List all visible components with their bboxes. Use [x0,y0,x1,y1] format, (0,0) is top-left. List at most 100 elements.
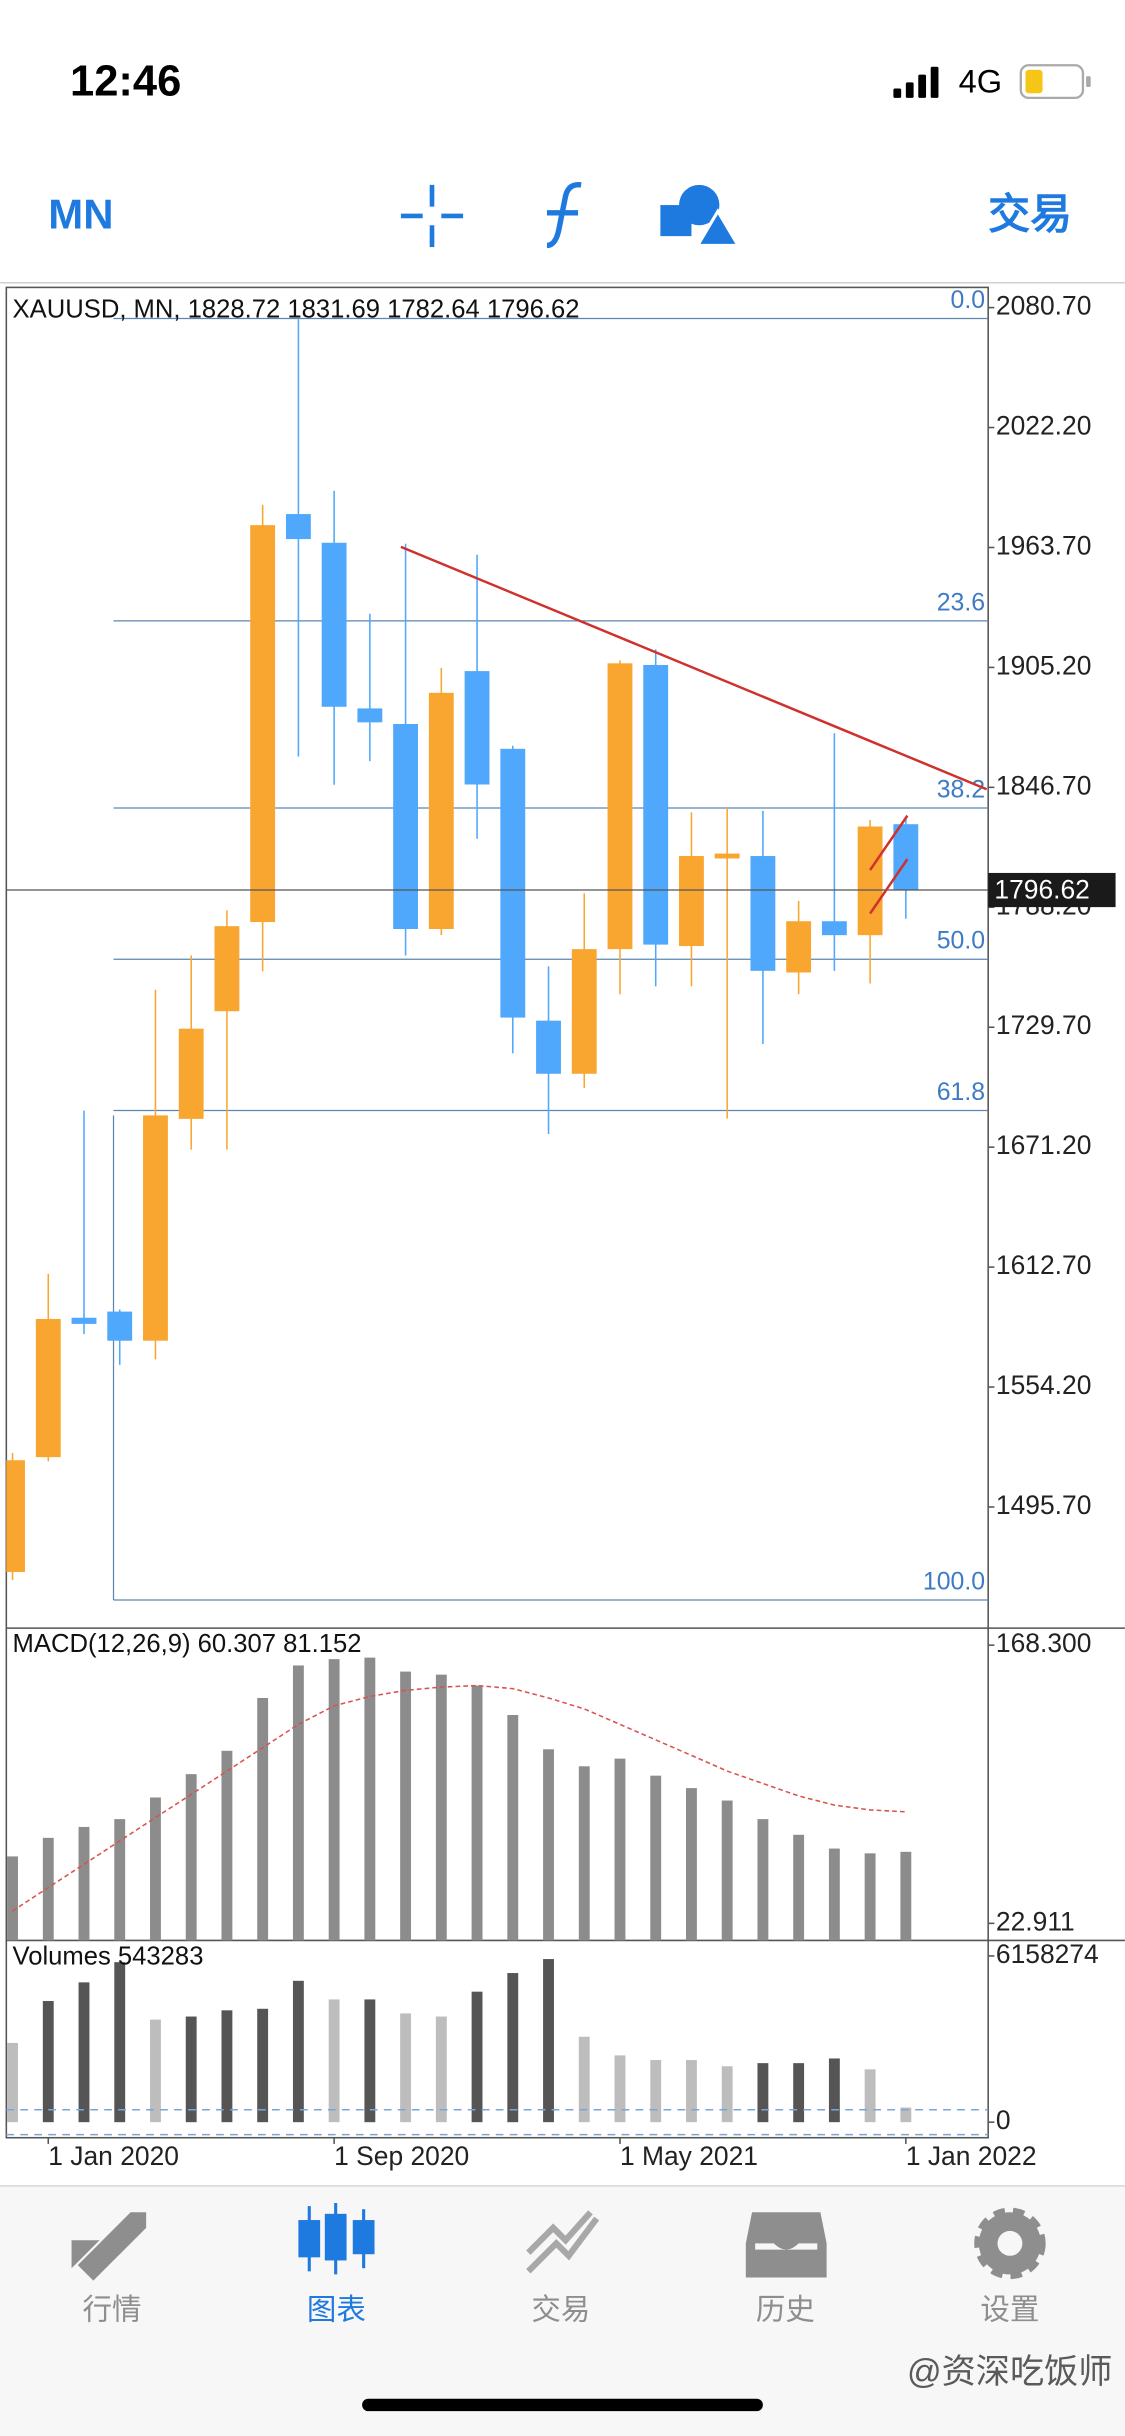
volume-label: Volumes 543283 [13,1942,204,1970]
volume-bar [328,1999,340,2123]
macd-label: MACD(12,26,9) 60.307 81.152 [13,1630,362,1658]
trend-line [869,814,909,871]
history-icon[interactable] [745,2212,827,2278]
candle-body [857,826,883,936]
candle-body [178,1028,204,1119]
indicator-button[interactable] [546,181,582,249]
tab-label[interactable]: 交易 [531,2294,590,2327]
volume-tick-label: 0 [996,2105,1011,2135]
y-tick-label: 1846.70 [996,770,1091,800]
volume-bar [150,2019,161,2123]
current-price-box [988,872,1116,908]
candle-body [214,926,240,1012]
y-tick-label: 1671.20 [996,1130,1091,1160]
current-price-label: 1796.62 [994,875,1089,905]
x-tick-label: 1 Jan 2020 [48,2141,179,2171]
trend-line [869,858,909,915]
volume-bar [757,2063,769,2123]
y-tick-label: 1554.20 [996,1370,1091,1400]
macd-bar [614,1758,626,1941]
plot-area [6,317,989,2123]
macd-bar [221,1750,233,1941]
candle-body [321,542,347,707]
objects-button[interactable] [660,184,741,248]
macd-bar [543,1749,554,1941]
volume-bar [114,1962,126,2123]
macd-bar [900,1851,912,1941]
chart-frame [5,286,989,2139]
macd-bar [42,1837,54,1941]
candle-body [571,949,597,1074]
macd-bar [400,1671,412,1941]
y-tick-label: 1905.20 [996,650,1091,680]
macd-signal [12,1684,906,1912]
candle-body [536,1020,561,1074]
volume-bar [543,1959,554,2123]
fib-label: 61.8 [937,1079,985,1106]
volume-bar [793,2063,805,2123]
timeframe-button[interactable]: MN [48,191,113,238]
home-indicator [362,2398,763,2412]
macd-bar [828,1848,840,1941]
x-tick-label: 1 Jan 2022 [906,2141,1037,2171]
macd-bar [328,1659,340,1941]
candle-body [714,853,740,859]
volume-bar [435,2016,447,2123]
volume-bar [507,1973,519,2123]
y-tick-label: 2022.20 [996,411,1091,441]
macd-bar [114,1819,126,1941]
candle-body [143,1115,168,1341]
trend-line [400,545,988,791]
macd-bar [793,1834,805,1941]
fib-label: 100.0 [923,1569,985,1596]
volume-bar [864,2069,876,2123]
candle-body [107,1311,133,1341]
crosshair-button[interactable] [400,184,464,248]
macd-bar [650,1775,662,1941]
macd-bar [578,1766,590,1941]
volume-bar [686,2060,697,2123]
candle-body [679,856,704,947]
macd-bar [435,1674,447,1941]
tab-label[interactable]: 历史 [756,2294,815,2327]
macd-bar [864,1853,876,1941]
tab-label[interactable]: 行情 [82,2294,141,2327]
volume-bar [257,2008,269,2123]
macd-bar [185,1774,197,1941]
tab-label[interactable]: 图表 [307,2294,366,2327]
x-tick-label: 1 Sep 2020 [334,2141,469,2171]
trade-icon[interactable] [526,2210,600,2274]
axes: 2080.702022.201963.701905.201846.701788.… [47,287,1116,2171]
x-tick-label: 1 May 2021 [620,2141,758,2171]
volume-bar [364,1999,376,2123]
macd-bar [471,1685,483,1941]
y-tick-label: 1495.70 [996,1490,1091,1520]
macd-bar [757,1819,769,1941]
volume-bar [292,1980,304,2123]
tab-label[interactable]: 设置 [980,2294,1039,2327]
trade-button[interactable]: 交易 [988,191,1072,238]
volume-bar [221,2010,233,2123]
fib-label: 50.0 [937,928,985,955]
candle-body [893,824,919,891]
macd-bar [150,1797,161,1941]
candle-body [250,525,276,923]
y-tick-label: 1612.70 [996,1250,1091,1280]
fib-label: 0.0 [951,287,986,314]
network: 4G [959,63,1003,100]
candle-body [607,663,633,950]
candle-body [357,708,383,723]
volume-bar [185,2016,197,2123]
chart-icon[interactable] [298,2202,375,2275]
y-tick-label: 2080.70 [996,291,1091,321]
candle-body [750,856,776,971]
candle-body [500,748,526,1018]
signal-icon [893,66,939,98]
settings-icon[interactable] [974,2207,1046,2280]
macd-bar [78,1826,90,1941]
macd-bar [7,1856,18,1941]
volume-bar [721,2066,733,2123]
fib-label: 23.6 [937,589,985,616]
